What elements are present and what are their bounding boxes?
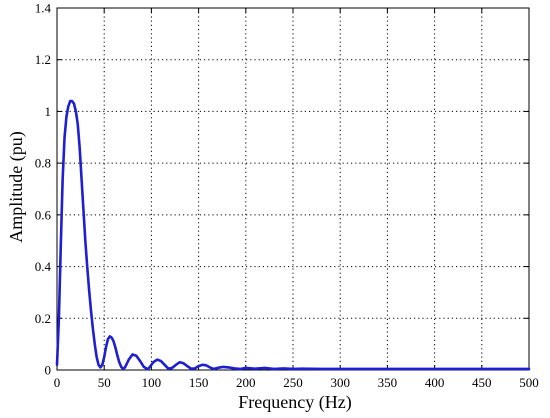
x-tick-label: 300 bbox=[330, 375, 350, 390]
y-tick-label: 0.2 bbox=[35, 311, 51, 326]
y-tick-label: 0.4 bbox=[35, 259, 52, 274]
y-tick-label: 0.6 bbox=[35, 207, 52, 222]
x-tick-label: 100 bbox=[142, 375, 162, 390]
x-tick-label: 150 bbox=[189, 375, 209, 390]
y-tick-label: 1.2 bbox=[35, 52, 51, 67]
y-tick-label: 1 bbox=[45, 104, 52, 119]
x-tick-label: 400 bbox=[425, 375, 445, 390]
x-tick-label: 50 bbox=[98, 375, 111, 390]
x-tick-label: 500 bbox=[519, 375, 539, 390]
x-tick-label: 250 bbox=[283, 375, 303, 390]
x-tick-label: 200 bbox=[236, 375, 256, 390]
x-tick-labels: 0 50 100 150 200 250 300 350 400 450 500 bbox=[54, 375, 539, 390]
x-tick-label: 0 bbox=[54, 375, 61, 390]
y-tick-labels: 0 0.2 0.4 0.6 0.8 1 1.2 1.4 bbox=[35, 1, 52, 378]
series-line-0 bbox=[55, 99, 531, 371]
x-tick-label: 450 bbox=[472, 375, 492, 390]
series-layer bbox=[55, 99, 531, 371]
y-tick-label: 0.8 bbox=[35, 156, 51, 171]
y-tick-label: 1.4 bbox=[35, 1, 52, 16]
y-axis-label: Amplitude (pu) bbox=[6, 131, 27, 242]
x-tick-label: 350 bbox=[378, 375, 398, 390]
grid-lines bbox=[57, 8, 529, 370]
y-tick-label: 0 bbox=[45, 363, 52, 378]
x-axis-label: Frequency (Hz) bbox=[238, 392, 351, 413]
